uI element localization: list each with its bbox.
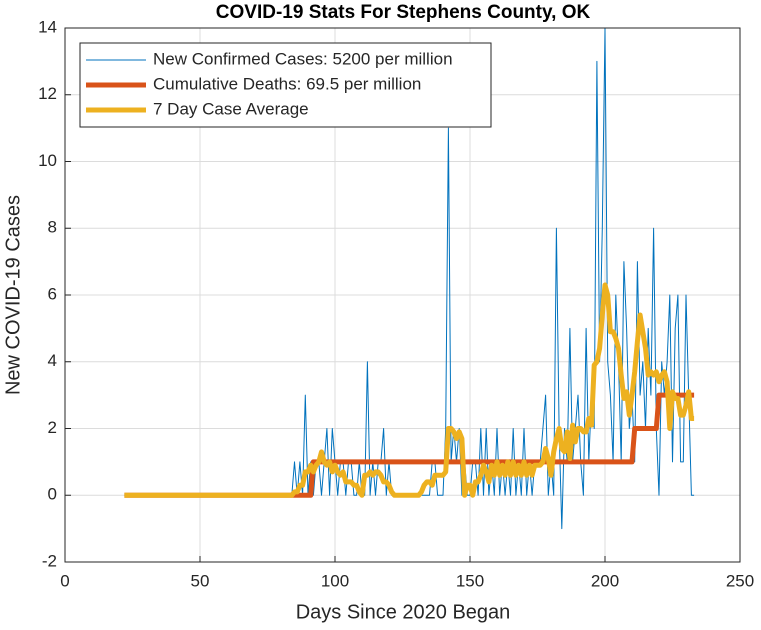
y-tick-label: -2 <box>42 551 57 570</box>
y-tick-label: 14 <box>38 17 57 36</box>
chart-title: COVID-19 Stats For Stephens County, OK <box>216 2 591 23</box>
y-tick-label: 10 <box>38 151 57 170</box>
x-tick-label: 50 <box>191 571 210 590</box>
legend-label: New Confirmed Cases: 5200 per million <box>153 49 453 68</box>
legend-label: 7 Day Case Average <box>153 99 309 118</box>
y-tick-label: 6 <box>48 284 57 303</box>
x-axis-label: Days Since 2020 Began <box>296 601 511 623</box>
legend-box <box>79 42 492 128</box>
y-axis-label: New COVID-19 Cases <box>2 195 24 395</box>
y-tick-label: 4 <box>48 351 57 370</box>
series-line <box>124 282 695 498</box>
x-tick-label: 0 <box>60 571 69 590</box>
x-tick-label: 250 <box>726 571 754 590</box>
y-tick-label: 8 <box>48 218 57 237</box>
legend-label: Cumulative Deaths: 69.5 per million <box>153 74 421 93</box>
x-tick-label: 200 <box>591 571 619 590</box>
x-tick-label: 150 <box>456 571 484 590</box>
y-tick-label: 12 <box>38 84 57 103</box>
y-tick-label: 2 <box>48 418 57 437</box>
plot-frame <box>64 27 741 563</box>
x-tick-label: 100 <box>321 571 349 590</box>
y-tick-label: 0 <box>48 485 57 504</box>
